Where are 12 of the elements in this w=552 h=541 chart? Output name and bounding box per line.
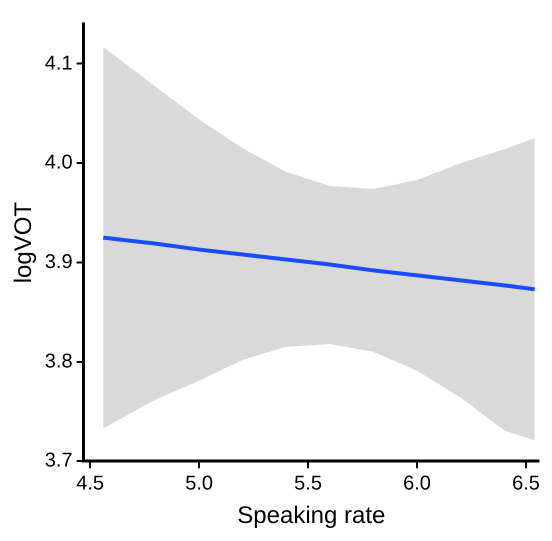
y-tick-label: 3.7 [44, 450, 73, 472]
x-tick-label: 5.0 [185, 472, 214, 495]
x-axis-title: Speaking rate [237, 502, 386, 530]
y-tick-label: 4.0 [44, 152, 73, 174]
y-axis-title: logVOT [10, 202, 38, 284]
x-tick-label: 4.5 [76, 472, 104, 495]
y-tick-label: 3.9 [44, 250, 73, 273]
y-tick-label: 3.8 [44, 350, 73, 372]
x-tick-label: 6.5 [512, 472, 540, 495]
x-tick-label: 5.5 [294, 472, 322, 495]
y-tick-label: 4.1 [44, 52, 73, 74]
x-tick-label: 6.0 [403, 472, 431, 495]
